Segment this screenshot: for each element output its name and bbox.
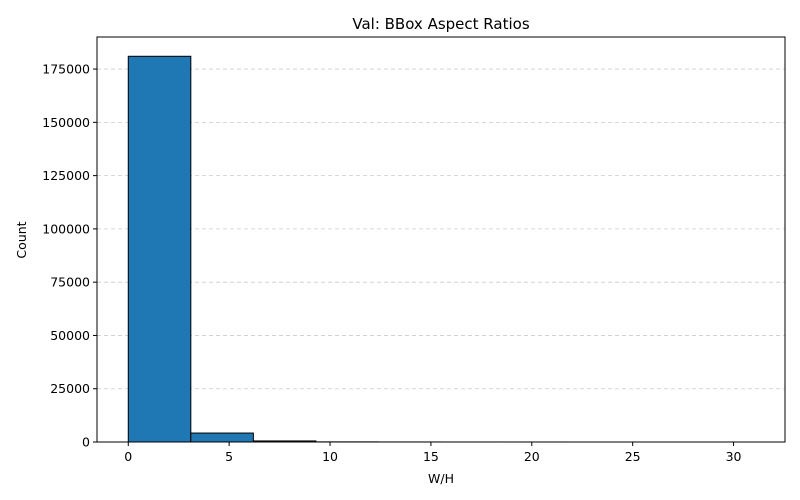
x-axis-label: W/H [428, 471, 454, 486]
x-tick-label: 10 [322, 449, 338, 464]
y-tick-label: 125000 [42, 168, 90, 183]
y-gridlines [97, 68, 785, 390]
x-tick-label: 20 [524, 449, 540, 464]
y-axis-ticks: 0 25000 50000 75000 100000 125000 150000 175000 [42, 62, 97, 450]
histogram-bars [127, 55, 755, 443]
histogram-bar-1 [190, 432, 254, 443]
y-tick-label: 0 [82, 435, 90, 450]
histogram-bar-0 [127, 55, 192, 443]
y-tick-label: 50000 [50, 328, 90, 343]
y-tick-label: 75000 [50, 275, 90, 290]
y-tick-label: 25000 [50, 381, 90, 396]
x-tick-label: 0 [124, 449, 132, 464]
y-tick-label: 100000 [42, 221, 90, 236]
chart-title: Val: BBox Aspect Ratios [352, 15, 529, 33]
y-axis-label: Count [14, 221, 29, 258]
x-tick-label: 30 [726, 449, 742, 464]
y-tick-label: 175000 [42, 62, 90, 77]
x-tick-label: 25 [625, 449, 641, 464]
plot-frame [96, 36, 786, 443]
y-tick-label: 150000 [42, 115, 90, 130]
x-axis-ticks: 0 5 10 15 20 25 30 [124, 442, 742, 464]
x-tick-label: 5 [225, 449, 233, 464]
x-tick-label: 15 [423, 449, 439, 464]
